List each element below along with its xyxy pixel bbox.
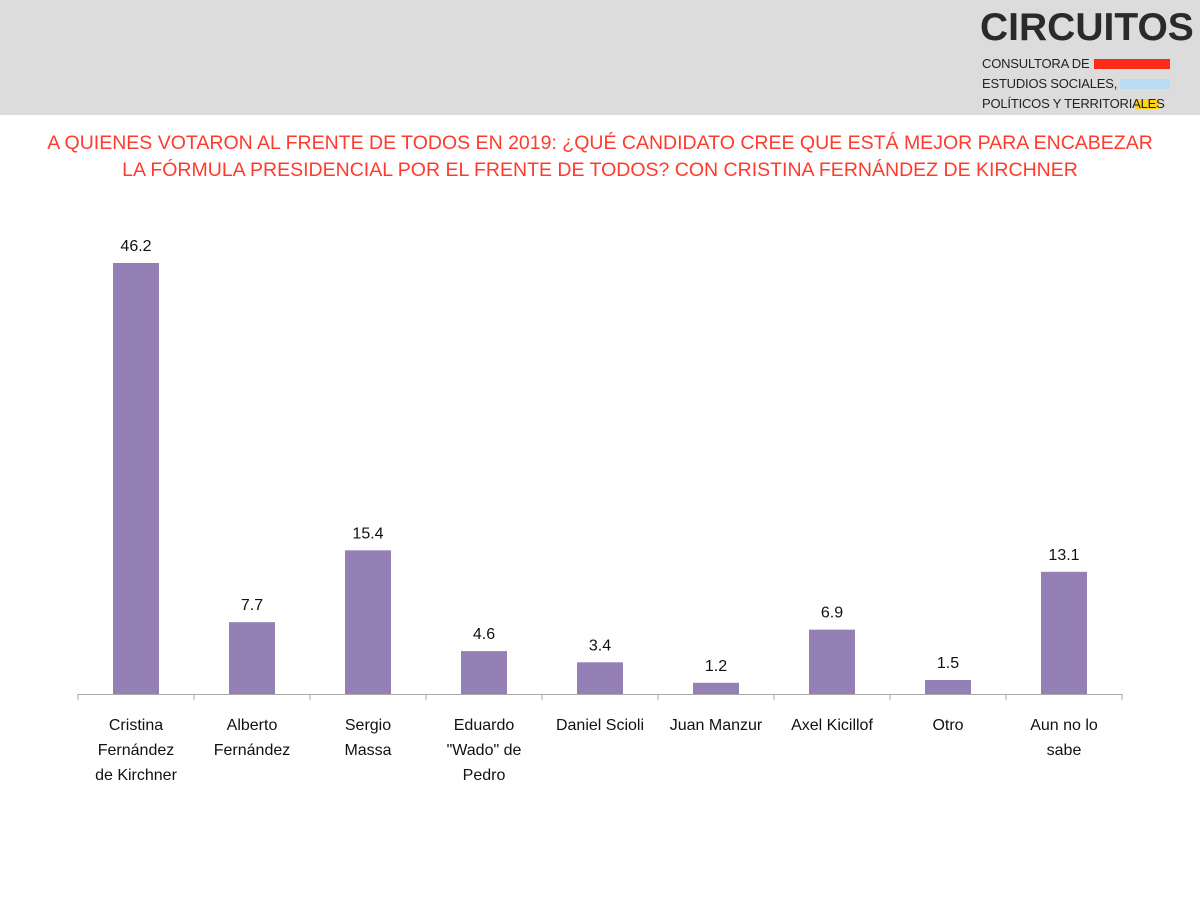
- logo-name: CIRCUITOS: [980, 6, 1194, 49]
- data-label: 13.1: [1048, 547, 1079, 564]
- data-label: 15.4: [352, 525, 383, 542]
- logo-line-2: ESTUDIOS SOCIALES,: [982, 76, 1118, 91]
- category-label: Otro: [932, 717, 964, 734]
- chart-title: A QUIENES VOTARON AL FRENTE DE TODOS EN …: [47, 132, 1153, 181]
- bar: [1041, 571, 1087, 694]
- bar: [925, 680, 971, 694]
- data-label: 1.2: [705, 658, 727, 675]
- bar: [809, 629, 855, 694]
- data-label: 7.7: [241, 597, 263, 614]
- bar: [345, 550, 391, 694]
- category-label: Aun no lo sabe: [1030, 717, 1098, 759]
- bar: [229, 622, 275, 694]
- data-label: 6.9: [821, 605, 843, 622]
- bar: [113, 263, 159, 694]
- data-label: 4.6: [473, 626, 495, 643]
- logo-line-3: POLÍTICOS Y TERRITORIALES: [982, 96, 1165, 111]
- category-label: Juan Manzur: [669, 717, 763, 734]
- category-label: Daniel Scioli: [555, 717, 645, 734]
- category-label: Axel Kicillof: [791, 717, 873, 734]
- category-label: Eduardo "Wado" de Pedro: [446, 717, 522, 784]
- category-label: Sergio Massa: [344, 717, 392, 759]
- bar: [693, 682, 739, 694]
- category-label: Alberto Fernández: [213, 717, 291, 759]
- data-label: 1.5: [937, 655, 959, 672]
- bar: [577, 662, 623, 694]
- logo-red-stripe: [1094, 59, 1170, 69]
- logo-blue-stripe: [1120, 79, 1170, 89]
- data-label: 3.4: [589, 637, 611, 654]
- data-label: 46.2: [120, 238, 151, 255]
- logo-line-1: CONSULTORA DE: [982, 56, 1090, 71]
- header-band: [0, 0, 1200, 115]
- logo-yellow-stripe: [1135, 99, 1159, 109]
- category-label: Cristina Fernández de Kirchner: [95, 717, 177, 784]
- bar: [461, 651, 507, 694]
- circuitos-logo: CIRCUITOS CONSULTORA DE ESTUDIOS SOCIALE…: [978, 6, 1194, 111]
